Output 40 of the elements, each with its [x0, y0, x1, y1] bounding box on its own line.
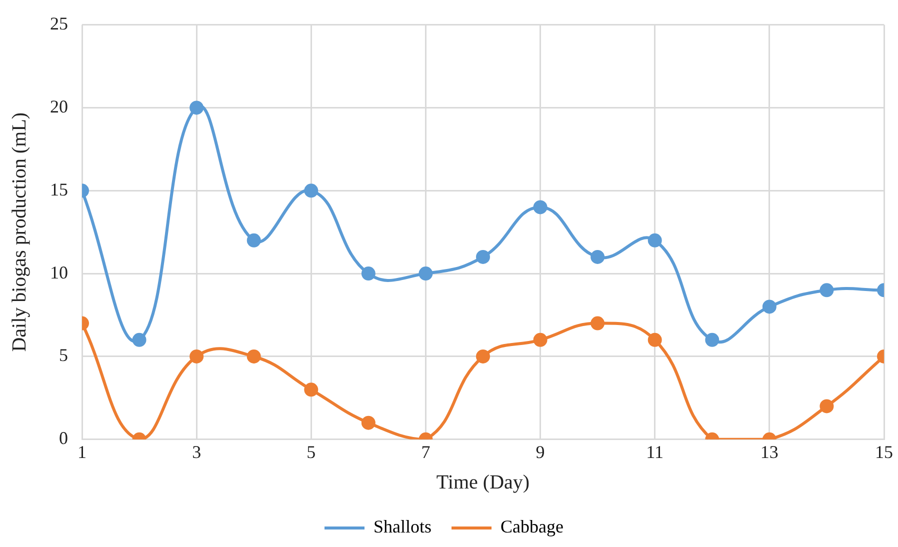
x-tick-label: 9	[536, 442, 545, 462]
point	[304, 382, 318, 397]
point	[361, 266, 376, 281]
point	[820, 399, 834, 414]
legend-label: Shallots	[374, 516, 432, 537]
y-tick-label: 0	[59, 428, 68, 448]
point	[190, 100, 204, 115]
point	[648, 332, 662, 347]
x-tick-label: 3	[192, 442, 202, 462]
point	[705, 332, 720, 347]
y-axis-title: Daily biogas production (mL)	[8, 112, 30, 352]
x-tick-label: 13	[760, 442, 778, 462]
point	[476, 250, 490, 264]
point	[190, 349, 204, 364]
point	[648, 233, 662, 248]
y-tick-label: 10	[50, 262, 68, 282]
point	[476, 349, 490, 364]
point	[246, 233, 261, 248]
x-tick-label: 5	[306, 442, 316, 462]
x-tick-label: 7	[421, 442, 430, 462]
point	[533, 200, 548, 214]
point	[533, 332, 548, 347]
point	[762, 300, 776, 314]
point	[246, 349, 261, 364]
point	[418, 266, 433, 281]
x-tick-label: 15	[875, 442, 893, 462]
y-tick-label: 15	[50, 179, 68, 200]
point	[820, 283, 834, 298]
y-tick-label: 20	[50, 96, 68, 116]
x-tick-label: 11	[646, 442, 664, 462]
point	[590, 316, 605, 330]
y-tick-label: 5	[59, 345, 68, 366]
point	[361, 416, 376, 430]
point	[304, 184, 318, 198]
point	[590, 250, 605, 264]
legend-label: Cabbage	[500, 516, 564, 537]
x-tick-label: 1	[78, 442, 86, 462]
x-axis-title: Time (Day)	[436, 471, 530, 494]
point	[132, 332, 146, 347]
y-tick-label: 25	[50, 14, 68, 34]
